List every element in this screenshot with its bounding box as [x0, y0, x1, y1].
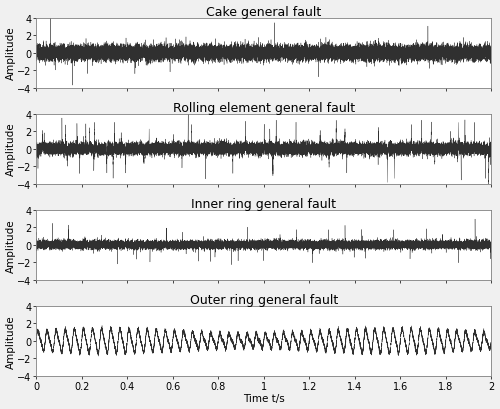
Y-axis label: Amplitude: Amplitude — [6, 123, 16, 176]
Y-axis label: Amplitude: Amplitude — [6, 27, 16, 80]
Y-axis label: Amplitude: Amplitude — [6, 314, 16, 368]
Title: Outer ring general fault: Outer ring general fault — [190, 293, 338, 306]
X-axis label: Time t/s: Time t/s — [243, 393, 284, 403]
Title: Rolling element general fault: Rolling element general fault — [172, 101, 355, 115]
Title: Cake general fault: Cake general fault — [206, 6, 322, 18]
Title: Inner ring general fault: Inner ring general fault — [191, 197, 336, 210]
Y-axis label: Amplitude: Amplitude — [6, 218, 16, 272]
